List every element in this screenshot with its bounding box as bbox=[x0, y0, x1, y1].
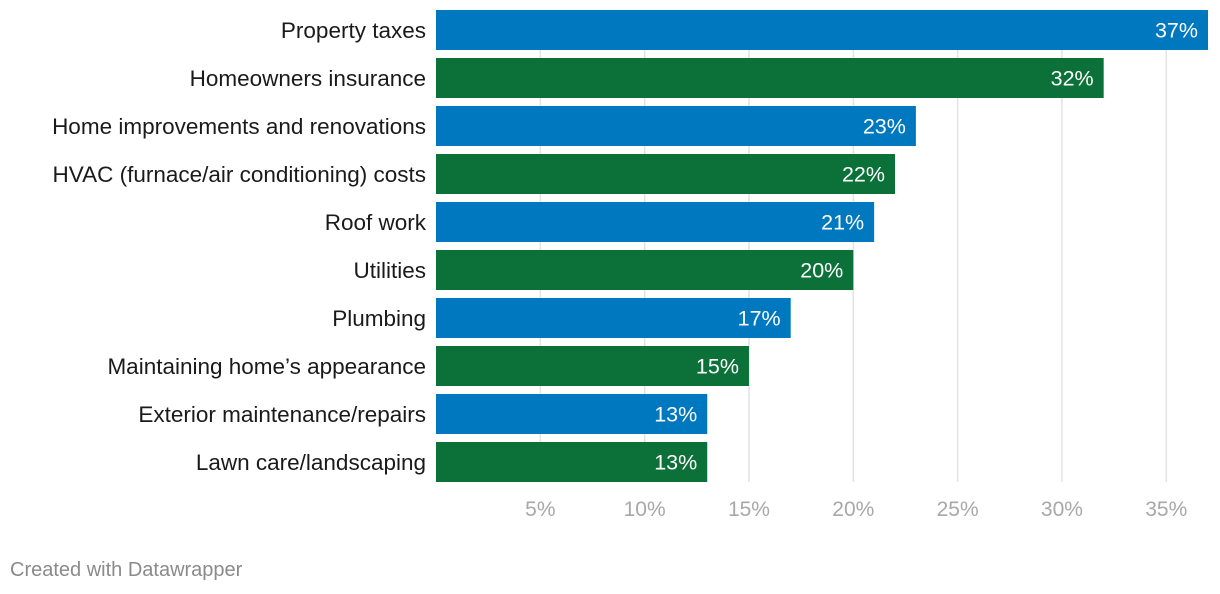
bar[interactable] bbox=[436, 394, 708, 434]
x-tick-label: 5% bbox=[525, 498, 555, 521]
category-label: Roof work bbox=[325, 210, 427, 235]
bar-value-label: 22% bbox=[842, 163, 885, 187]
x-tick-label: 10% bbox=[624, 498, 666, 521]
x-tick-label: 35% bbox=[1145, 498, 1187, 521]
category-label: Homeowners insurance bbox=[190, 66, 426, 91]
category-label: Exterior maintenance/repairs bbox=[138, 402, 426, 427]
category-label: Lawn care/landscaping bbox=[196, 450, 426, 475]
bar-value-label: 21% bbox=[821, 211, 864, 235]
bar-value-label: 23% bbox=[863, 115, 906, 139]
x-tick-label: 15% bbox=[728, 498, 770, 521]
category-label: Maintaining home’s appearance bbox=[107, 354, 426, 379]
bar[interactable] bbox=[436, 442, 708, 482]
datawrapper-credit[interactable]: Created with Datawrapper bbox=[10, 559, 243, 581]
bar-value-label: 32% bbox=[1051, 67, 1094, 91]
bar-value-label: 37% bbox=[1155, 19, 1198, 43]
bar[interactable] bbox=[436, 346, 749, 386]
bar[interactable] bbox=[436, 298, 791, 338]
x-tick-label: 30% bbox=[1041, 498, 1083, 521]
bar[interactable] bbox=[436, 202, 875, 242]
bar-value-label: 17% bbox=[738, 307, 781, 331]
bar[interactable] bbox=[436, 10, 1208, 50]
bar-value-label: 20% bbox=[800, 259, 843, 283]
bar-value-label: 13% bbox=[654, 451, 697, 475]
category-label: Property taxes bbox=[281, 18, 426, 43]
bars: 37% 32% 23% 22% 21% 20% 17% 15% 13% 13% bbox=[436, 10, 1208, 482]
x-tick-label: 25% bbox=[937, 498, 979, 521]
x-tick-label: 20% bbox=[832, 498, 874, 521]
category-label: HVAC (furnace/air conditioning) costs bbox=[53, 162, 427, 187]
category-label: Home improvements and renovations bbox=[52, 114, 426, 139]
bar-value-label: 13% bbox=[654, 403, 697, 427]
category-label: Plumbing bbox=[332, 306, 426, 331]
bar[interactable] bbox=[436, 250, 854, 290]
x-axis-ticks: 5% 10% 15% 20% 25% 30% 35% bbox=[525, 498, 1187, 521]
bar-value-label: 15% bbox=[696, 355, 739, 379]
category-labels: Property taxes Homeowners insurance Home i… bbox=[52, 18, 427, 475]
bar[interactable] bbox=[436, 106, 916, 146]
bar[interactable] bbox=[436, 154, 896, 194]
category-label: Utilities bbox=[353, 258, 426, 283]
bar[interactable] bbox=[436, 58, 1104, 98]
